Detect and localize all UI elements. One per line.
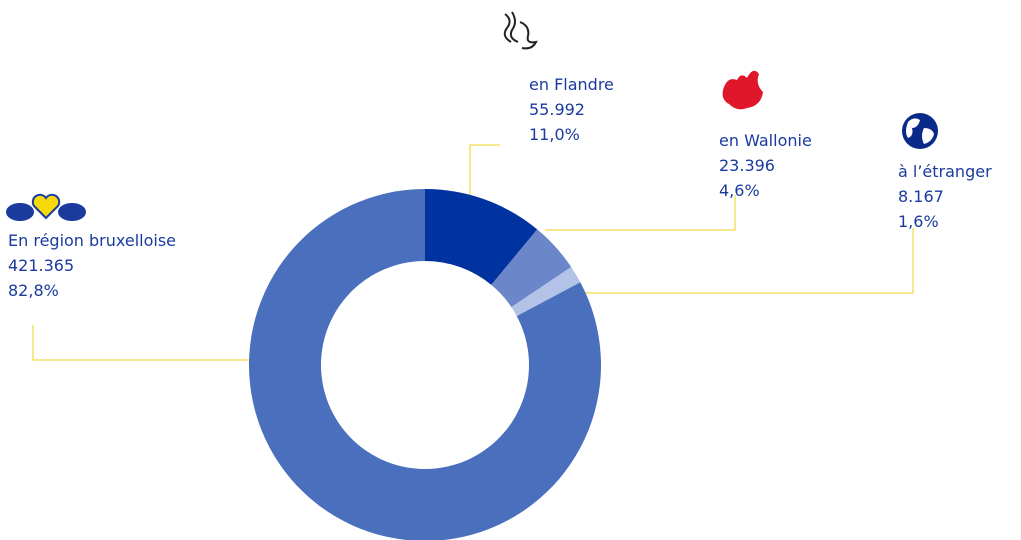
slice-label: En région bruxelloise xyxy=(8,231,176,250)
percent-label: 82,8% xyxy=(8,281,59,300)
value-label: 421.365 xyxy=(8,256,74,275)
slice-label: en Flandre xyxy=(529,75,614,94)
percent-label: 11,0% xyxy=(529,125,580,144)
percent-label: 4,6% xyxy=(719,181,760,200)
value-label: 55.992 xyxy=(529,100,585,119)
percent-label: 1,6% xyxy=(898,212,939,231)
leader-line xyxy=(32,325,290,361)
donut-slice xyxy=(249,189,601,540)
leader-line xyxy=(545,195,736,231)
leader-line xyxy=(469,144,500,205)
slice-label: à l’étranger xyxy=(898,162,992,181)
leader-line xyxy=(550,228,914,294)
donut-slice xyxy=(511,266,581,317)
flanders-icon xyxy=(503,11,538,50)
wallonia-icon xyxy=(722,70,763,110)
brussels-icon xyxy=(6,193,86,221)
value-label: 8.167 xyxy=(898,187,944,206)
donut-slice xyxy=(425,189,538,285)
donut-slice xyxy=(491,229,572,308)
value-label: 23.396 xyxy=(719,156,775,175)
slice-label: en Wallonie xyxy=(719,131,812,150)
globe-icon xyxy=(902,113,938,149)
